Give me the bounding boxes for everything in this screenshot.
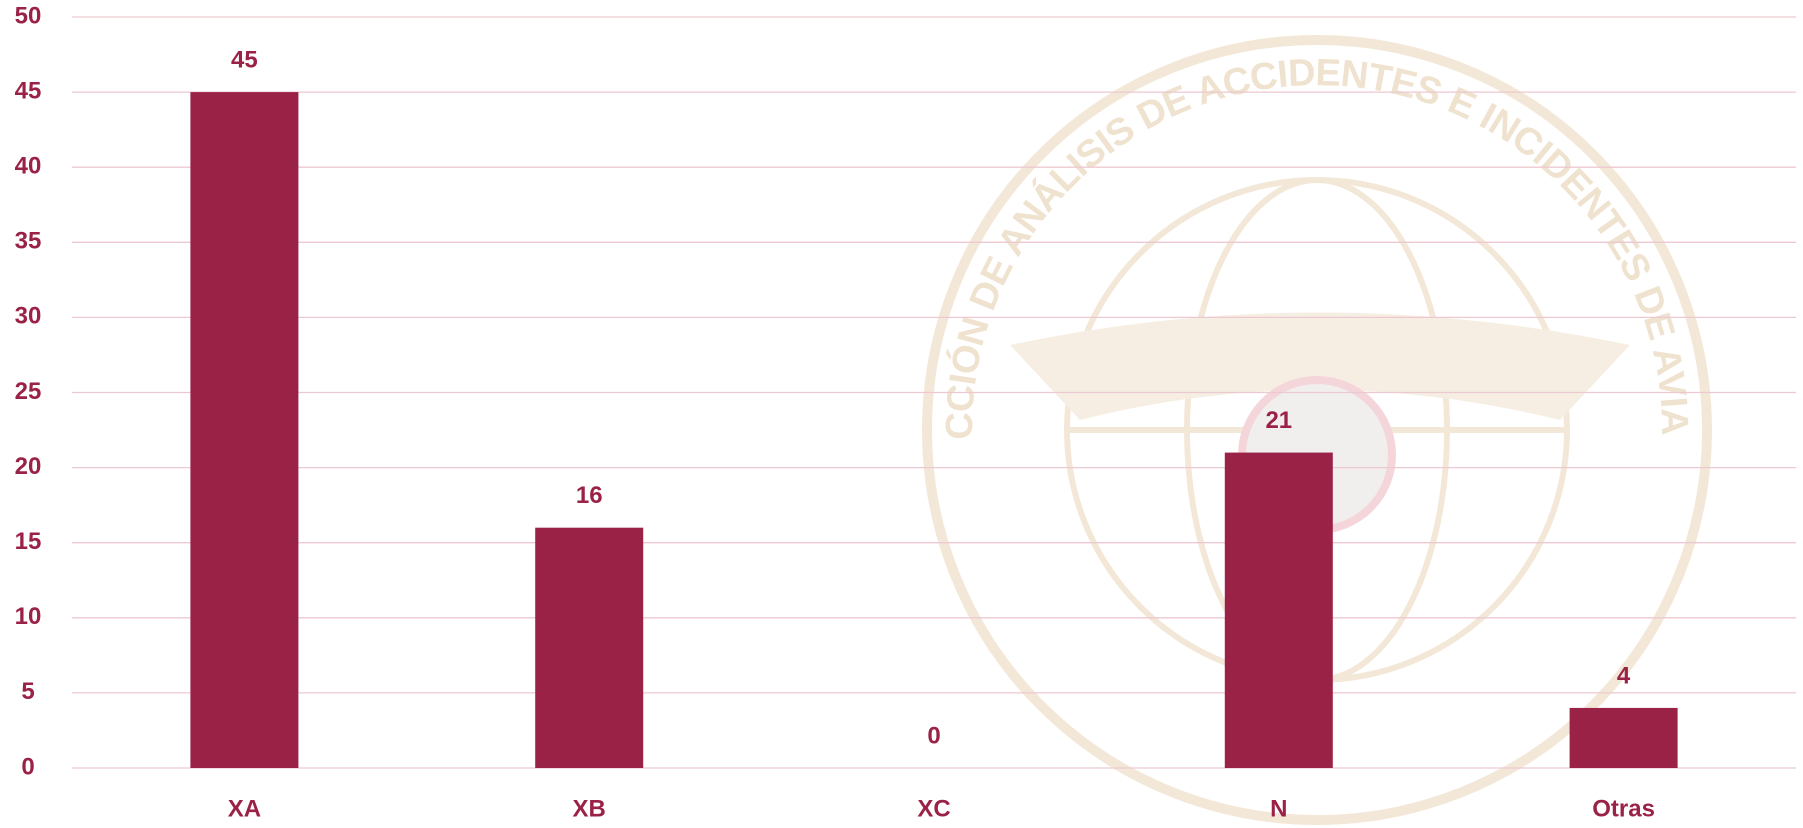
x-tick-label: Otras [1592, 795, 1655, 822]
x-tick-label: N [1270, 795, 1287, 822]
y-tick-label: 30 [15, 303, 42, 330]
x-tick-label: XA [228, 795, 261, 822]
data-label: 4 [1617, 662, 1631, 689]
y-tick-label: 10 [15, 603, 42, 630]
x-tick-label: XC [917, 795, 950, 822]
y-tick-label: 0 [21, 753, 34, 780]
data-label: 45 [231, 46, 258, 73]
bar [1224, 452, 1333, 768]
data-label: 21 [1265, 407, 1292, 434]
y-tick-label: 40 [15, 153, 42, 180]
y-tick-label: 20 [15, 453, 42, 480]
y-tick-label: 45 [15, 77, 42, 104]
y-tick-label: 50 [15, 2, 42, 29]
bar [1569, 707, 1678, 768]
x-tick-label: XB [573, 795, 606, 822]
y-tick-label: 5 [21, 678, 34, 705]
y-tick-label: 35 [15, 228, 42, 255]
y-tick-label: 15 [15, 528, 42, 555]
bar [190, 92, 299, 769]
bar [535, 527, 644, 768]
y-tick-label: 25 [15, 378, 42, 405]
data-label: 0 [927, 722, 940, 749]
data-label: 16 [576, 482, 603, 509]
